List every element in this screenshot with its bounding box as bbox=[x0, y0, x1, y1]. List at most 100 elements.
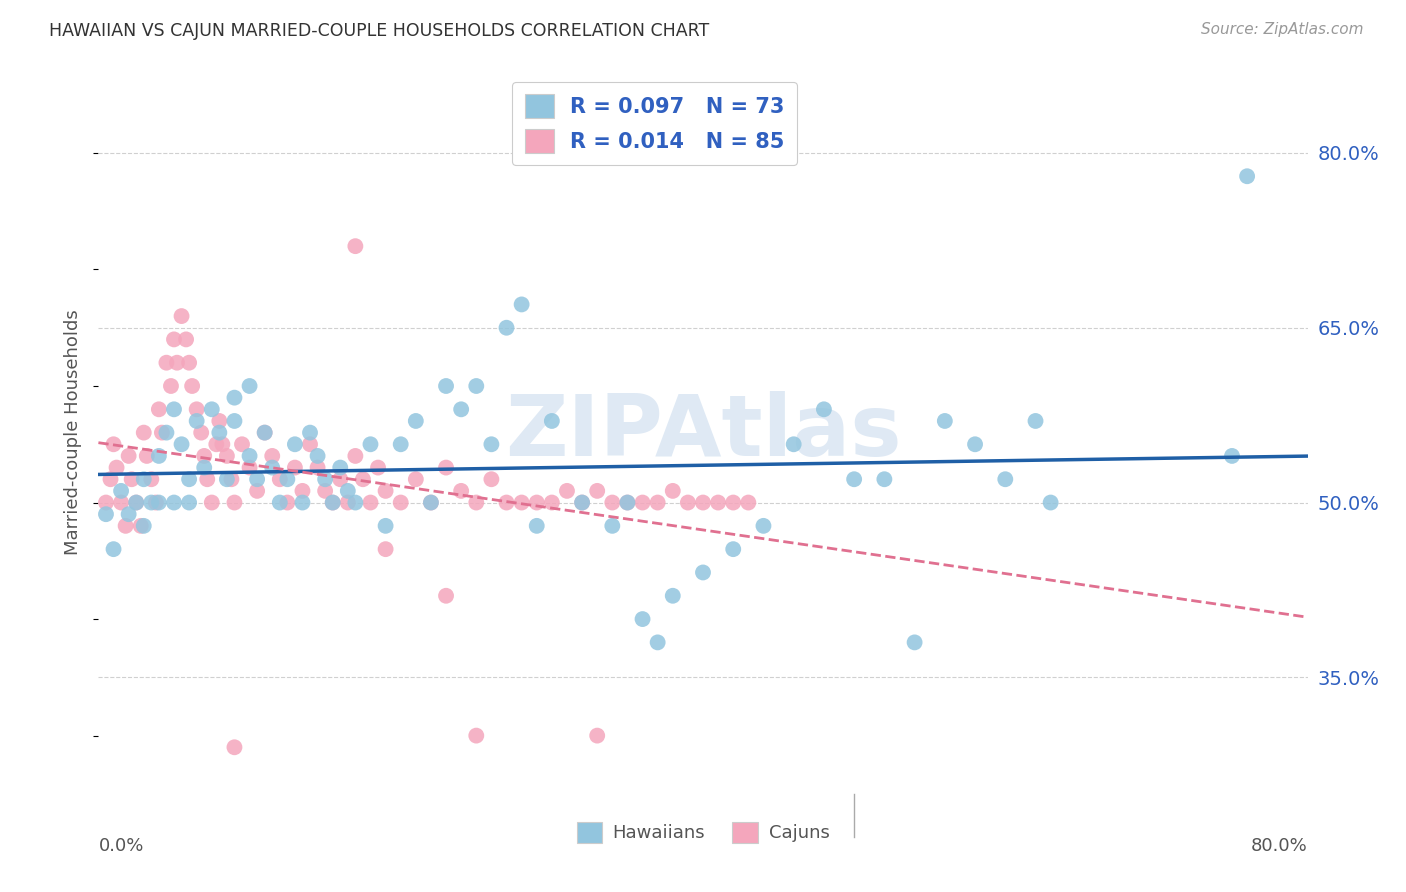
Point bbox=[813, 402, 835, 417]
Point bbox=[692, 566, 714, 580]
Point bbox=[405, 414, 427, 428]
Point bbox=[201, 495, 224, 509]
Point bbox=[360, 437, 382, 451]
Point bbox=[450, 402, 472, 417]
Point bbox=[114, 519, 136, 533]
Point bbox=[215, 472, 238, 486]
Point bbox=[586, 483, 609, 498]
Point bbox=[647, 495, 669, 509]
Point bbox=[602, 495, 624, 509]
Point bbox=[692, 495, 714, 509]
Point bbox=[224, 414, 246, 428]
Point bbox=[208, 414, 231, 428]
Point bbox=[465, 729, 488, 743]
Point bbox=[540, 495, 562, 509]
Point bbox=[322, 495, 344, 509]
Point bbox=[465, 495, 488, 509]
Point bbox=[246, 472, 269, 486]
Point bbox=[174, 332, 197, 346]
Point bbox=[329, 472, 352, 486]
Point bbox=[389, 495, 412, 509]
Point bbox=[299, 437, 322, 451]
Point bbox=[118, 507, 141, 521]
Point bbox=[904, 635, 927, 649]
Point bbox=[510, 297, 533, 311]
Point bbox=[434, 589, 457, 603]
Point bbox=[307, 449, 329, 463]
Point bbox=[571, 495, 593, 509]
Text: Source: ZipAtlas.com: Source: ZipAtlas.com bbox=[1201, 22, 1364, 37]
Point bbox=[336, 495, 359, 509]
Point bbox=[676, 495, 699, 509]
Point bbox=[148, 402, 170, 417]
Point bbox=[190, 425, 212, 440]
Point bbox=[314, 472, 336, 486]
Point bbox=[291, 483, 314, 498]
Point bbox=[215, 449, 238, 463]
Text: 0.0%: 0.0% bbox=[98, 838, 143, 855]
Point bbox=[434, 460, 457, 475]
Point bbox=[291, 495, 314, 509]
Point bbox=[170, 309, 193, 323]
Point bbox=[661, 589, 683, 603]
Point bbox=[360, 495, 382, 509]
Point bbox=[586, 729, 609, 743]
Point bbox=[434, 379, 457, 393]
Point bbox=[186, 402, 208, 417]
Point bbox=[336, 483, 359, 498]
Point bbox=[100, 472, 122, 486]
Point bbox=[994, 472, 1017, 486]
Point bbox=[179, 495, 201, 509]
Point bbox=[783, 437, 806, 451]
Point bbox=[132, 519, 155, 533]
Point bbox=[181, 379, 204, 393]
Point bbox=[193, 449, 215, 463]
Y-axis label: Married-couple Households: Married-couple Households bbox=[65, 310, 83, 556]
Point bbox=[163, 332, 186, 346]
Point bbox=[132, 472, 155, 486]
Point bbox=[221, 472, 243, 486]
Point bbox=[118, 449, 141, 463]
Point bbox=[211, 437, 233, 451]
Point bbox=[965, 437, 987, 451]
Point bbox=[224, 495, 246, 509]
Point bbox=[647, 635, 669, 649]
Point bbox=[405, 472, 427, 486]
Point bbox=[135, 449, 157, 463]
Point bbox=[631, 612, 654, 626]
Point bbox=[148, 495, 170, 509]
Point bbox=[201, 402, 224, 417]
Point bbox=[844, 472, 866, 486]
Point bbox=[276, 472, 298, 486]
Point bbox=[208, 425, 231, 440]
Point bbox=[269, 495, 291, 509]
Point bbox=[616, 495, 638, 509]
Point bbox=[239, 460, 262, 475]
Point bbox=[481, 472, 503, 486]
Point bbox=[160, 379, 183, 393]
Point bbox=[1039, 495, 1062, 509]
Point bbox=[166, 356, 188, 370]
Point bbox=[170, 437, 193, 451]
Point bbox=[707, 495, 730, 509]
Point bbox=[179, 356, 201, 370]
Point bbox=[145, 495, 167, 509]
Point bbox=[253, 425, 276, 440]
Point bbox=[389, 437, 412, 451]
Point bbox=[179, 472, 201, 486]
Point bbox=[132, 425, 155, 440]
Point bbox=[110, 495, 132, 509]
Point bbox=[374, 483, 396, 498]
Point bbox=[344, 449, 367, 463]
Point bbox=[631, 495, 654, 509]
Point bbox=[723, 495, 745, 509]
Point bbox=[329, 460, 352, 475]
Point bbox=[141, 472, 163, 486]
Point bbox=[495, 495, 517, 509]
Point bbox=[661, 483, 683, 498]
Point bbox=[186, 414, 208, 428]
Point bbox=[322, 495, 344, 509]
Point bbox=[110, 483, 132, 498]
Point bbox=[526, 519, 548, 533]
Point bbox=[1236, 169, 1258, 184]
